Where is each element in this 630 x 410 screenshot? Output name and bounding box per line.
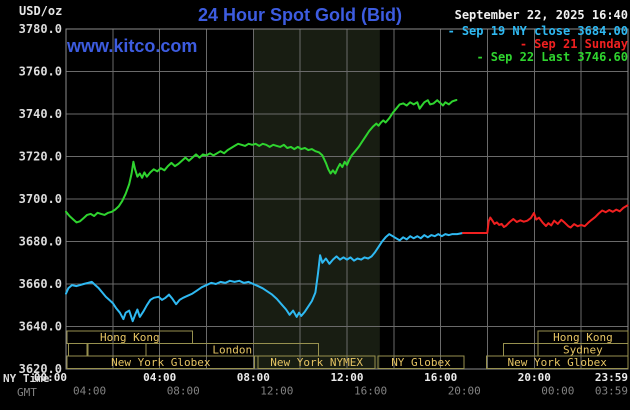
x-tick-ny-time: 16:00 bbox=[424, 371, 457, 384]
series-line-sep22 bbox=[65, 99, 458, 224]
session-box bbox=[87, 343, 147, 357]
legend-label-sep22: Sep 22 Last 3746.60 bbox=[490, 50, 628, 64]
x-tick-ny-time: 20:00 bbox=[518, 371, 551, 384]
session-label: New York NYMEX bbox=[270, 356, 363, 369]
kitco-watermark-link[interactable]: www.kitco.com bbox=[67, 36, 198, 56]
y-axis-tick-label: 3660.0 bbox=[19, 277, 62, 291]
y-axis-tick-label: 3640.0 bbox=[19, 320, 62, 334]
legend-label-sep21: Sep 21 Sunday bbox=[534, 37, 628, 51]
session-label: New York Globex bbox=[508, 356, 608, 369]
y-axis-tick-label: 3780.0 bbox=[19, 22, 62, 36]
session-label: Hong Kong bbox=[553, 331, 613, 344]
y-axis-tick-label: 3680.0 bbox=[19, 235, 62, 249]
legend-item-sep22: - Sep 22 Last 3746.60 bbox=[476, 51, 628, 64]
x-tick-gmt: 00:00 bbox=[541, 385, 574, 398]
x-tick-gmt: 04:00 bbox=[73, 385, 106, 398]
session-label: Sydney bbox=[563, 344, 603, 357]
session-box bbox=[377, 355, 465, 369]
series-line-sep19 bbox=[65, 232, 464, 323]
x-tick-gmt: 12:00 bbox=[260, 385, 293, 398]
unit-label: USD/oz bbox=[19, 4, 63, 18]
x-tick-ny-time: 04:00 bbox=[143, 371, 176, 384]
x-tick-ny-time: 23:59 bbox=[595, 371, 628, 384]
x-tick-ny-time: 12:00 bbox=[330, 371, 363, 384]
session-label: New York Globex bbox=[111, 356, 211, 369]
legend-dash-sep19: - bbox=[447, 24, 455, 38]
legend-dash-sep21: - bbox=[519, 37, 528, 51]
gmt-axis-caption: GMT bbox=[17, 386, 37, 399]
x-tick-gmt: 03:59 bbox=[595, 385, 628, 398]
session-label: NY Globex bbox=[391, 356, 451, 369]
y-axis-tick-label: 3620.0 bbox=[19, 362, 62, 376]
x-tick-gmt: 20:00 bbox=[448, 385, 481, 398]
x-tick-gmt: 08:00 bbox=[167, 385, 200, 398]
session-label: London bbox=[212, 344, 252, 357]
page-title: 24 Hour Spot Gold (Bid) bbox=[198, 5, 402, 25]
x-tick-ny-time: 00:00 bbox=[34, 371, 67, 384]
legend-label-sep19: Sep 19 NY close 3684.00 bbox=[461, 24, 628, 38]
ny-time-axis-caption: NY Time bbox=[3, 372, 50, 385]
y-axis-tick-label: 3760.0 bbox=[19, 65, 62, 79]
x-tick-gmt: 16:00 bbox=[354, 385, 387, 398]
x-tick-ny-time: 08:00 bbox=[237, 371, 270, 384]
session-label: Hong Kong bbox=[100, 331, 160, 344]
series-line-sep21 bbox=[461, 204, 629, 234]
legend-item-sep19: - Sep 19 NY close 3684.00 bbox=[448, 25, 628, 38]
legend-item-sep21: - Sep 21 Sunday bbox=[520, 38, 628, 51]
session-box bbox=[485, 355, 629, 369]
session-box bbox=[67, 343, 88, 357]
y-axis-tick-label: 3740.0 bbox=[19, 107, 62, 121]
y-axis-tick-label: 3720.0 bbox=[19, 150, 62, 164]
chart-timestamp: September 22, 2025 16:40 bbox=[454, 8, 628, 22]
session-box bbox=[257, 355, 376, 369]
session-box bbox=[66, 355, 255, 369]
legend-dash-sep22: - bbox=[476, 50, 484, 64]
session-box bbox=[502, 343, 539, 357]
y-axis-tick-label: 3700.0 bbox=[19, 192, 62, 206]
